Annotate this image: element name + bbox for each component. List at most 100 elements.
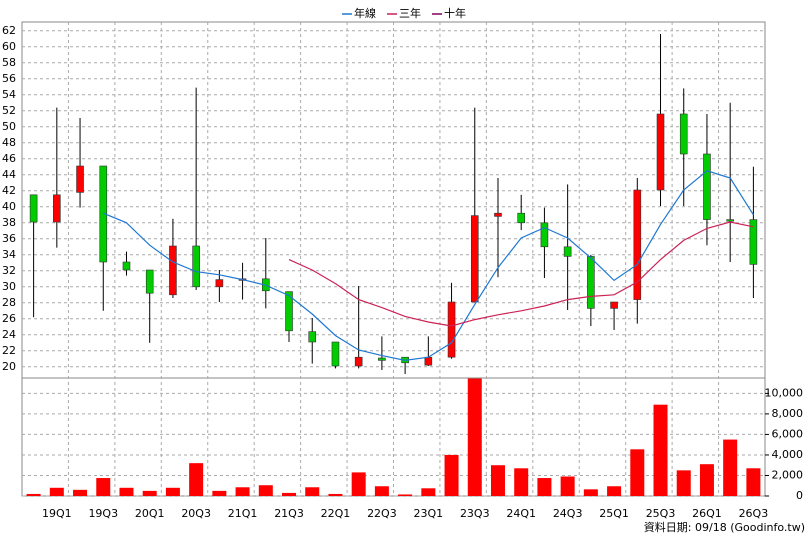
volume-bar bbox=[490, 465, 505, 496]
x-tick-label: 20Q3 bbox=[181, 507, 211, 520]
candle-body bbox=[679, 113, 688, 155]
x-tick-label: 21Q3 bbox=[274, 507, 304, 520]
y-tick-label: 52 bbox=[2, 104, 16, 117]
y-tick-label: 40 bbox=[2, 200, 16, 213]
volume-bar bbox=[560, 476, 575, 496]
volume-bar bbox=[653, 404, 668, 496]
candle-body bbox=[610, 301, 618, 309]
y-tick-label: 34 bbox=[2, 248, 16, 261]
y-tick-label: 28 bbox=[2, 296, 16, 309]
candle-body bbox=[633, 189, 642, 300]
candle-body bbox=[378, 357, 386, 361]
candle-body bbox=[656, 113, 665, 191]
x-tick-label: 19Q1 bbox=[42, 507, 72, 520]
y-tick-label: 50 bbox=[2, 120, 16, 133]
candle-body bbox=[354, 356, 363, 367]
y2-tick-label: 0 bbox=[796, 489, 803, 502]
y2-tick-label: 2,000 bbox=[772, 468, 804, 481]
volume-bar bbox=[723, 439, 738, 496]
candle-body bbox=[494, 212, 502, 217]
volume-bar bbox=[189, 463, 204, 496]
candle-body bbox=[726, 219, 734, 222]
candle-body bbox=[703, 153, 711, 220]
x-tick-label: 26Q3 bbox=[739, 507, 769, 520]
volume-bar bbox=[96, 478, 111, 496]
y-tick-label: 26 bbox=[2, 312, 16, 325]
candle-body bbox=[122, 261, 131, 271]
volume-bar bbox=[699, 464, 714, 496]
candle-body bbox=[308, 331, 317, 343]
x-tick-label: 24Q1 bbox=[506, 507, 536, 520]
y-tick-label: 36 bbox=[2, 232, 16, 245]
volume-bar bbox=[374, 486, 389, 496]
x-tick-label: 22Q1 bbox=[321, 507, 351, 520]
candle-body bbox=[587, 256, 595, 309]
y-tick-label: 22 bbox=[2, 344, 16, 357]
x-tick-label: 23Q1 bbox=[414, 507, 444, 520]
volume-bar bbox=[282, 492, 297, 496]
y-tick-label: 30 bbox=[2, 280, 16, 293]
candle-body bbox=[749, 219, 758, 265]
x-tick-label: 22Q3 bbox=[367, 507, 397, 520]
y-tick-label: 58 bbox=[2, 56, 16, 69]
source-note: 資料日期: 09/18 (Goodinfo.tw) bbox=[644, 520, 805, 534]
y-tick-label: 20 bbox=[2, 360, 16, 373]
volume-bar bbox=[746, 468, 761, 496]
line-series bbox=[288, 221, 754, 327]
y2-tick-label: 6,000 bbox=[772, 427, 804, 440]
y-tick-label: 56 bbox=[2, 72, 16, 85]
volume-bar bbox=[119, 487, 134, 496]
volume-bar bbox=[398, 494, 413, 496]
candle-body bbox=[285, 291, 293, 332]
candle-body bbox=[145, 269, 154, 294]
y-tick-label: 54 bbox=[2, 88, 16, 101]
candle-body bbox=[53, 194, 61, 223]
y2-tick-label: 8,000 bbox=[772, 407, 804, 420]
y-tick-label: 38 bbox=[2, 216, 16, 229]
y-tick-label: 60 bbox=[2, 40, 16, 53]
candle-body bbox=[540, 222, 549, 248]
volume-bar bbox=[676, 470, 691, 496]
candle-body bbox=[331, 341, 340, 367]
y-tick-label: 32 bbox=[2, 264, 16, 277]
y-tick-label: 44 bbox=[2, 168, 16, 181]
volume-bar bbox=[142, 490, 157, 496]
y2-tick-label: 10,000 bbox=[765, 386, 804, 399]
x-tick-label: 20Q1 bbox=[135, 507, 165, 520]
y2-tick-label: 4,000 bbox=[772, 448, 804, 461]
candle-body bbox=[563, 246, 572, 257]
volume-bar bbox=[235, 487, 250, 496]
volume-bar bbox=[467, 378, 482, 496]
y-tick-label: 46 bbox=[2, 152, 16, 165]
volume-bar bbox=[212, 490, 227, 496]
y-tick-label: 24 bbox=[2, 328, 16, 341]
candle-body bbox=[447, 301, 456, 358]
candle-body bbox=[424, 356, 433, 366]
volume-bar bbox=[165, 487, 180, 496]
candle-body bbox=[29, 194, 38, 223]
y-tick-label: 42 bbox=[2, 184, 16, 197]
x-tick-label: 25Q1 bbox=[599, 507, 629, 520]
candle-body bbox=[76, 165, 84, 193]
volume-bar bbox=[351, 472, 366, 496]
legend-label: 十年 bbox=[444, 6, 466, 20]
candle-body bbox=[169, 245, 177, 296]
line-series bbox=[103, 170, 754, 362]
volume-bar bbox=[258, 485, 273, 496]
candle-body bbox=[215, 279, 224, 288]
volume-bar bbox=[607, 486, 622, 496]
volume-bar bbox=[630, 449, 645, 496]
legend-label: 年線 bbox=[354, 6, 376, 20]
volume-bar bbox=[537, 478, 552, 496]
candle-body bbox=[192, 245, 200, 288]
y-tick-label: 48 bbox=[2, 136, 16, 149]
volume-bar bbox=[444, 454, 459, 496]
x-tick-label: 23Q3 bbox=[460, 507, 490, 520]
x-tick-label: 26Q1 bbox=[692, 507, 722, 520]
volume-bar bbox=[421, 488, 436, 496]
x-tick-label: 25Q3 bbox=[646, 507, 676, 520]
x-tick-label: 19Q3 bbox=[88, 507, 118, 520]
candle-body bbox=[470, 215, 479, 303]
